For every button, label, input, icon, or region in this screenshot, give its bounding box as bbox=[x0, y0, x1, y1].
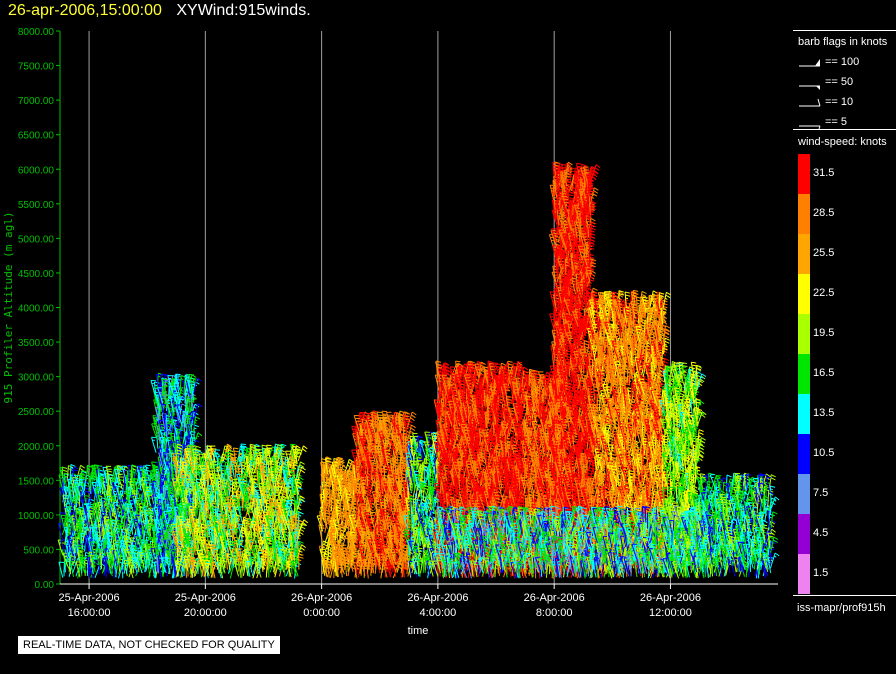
x-tick-label: 25-Apr-2006 bbox=[175, 592, 236, 604]
x-tick-label: 26-Apr-2006 bbox=[640, 592, 701, 604]
y-tick-label: 0.00 bbox=[35, 580, 55, 591]
wind-profile-plot: 0.00 500.00 1000.00 1500.00 2000.00 2500.00 30… bbox=[2, 27, 780, 637]
y-tick-label: 5500.00 bbox=[18, 200, 55, 211]
wind-barb bbox=[96, 465, 103, 482]
chart-header: 26-apr-2006,15:00:00 XYWind:915winds. bbox=[8, 2, 311, 20]
y-tick-label: 7500.00 bbox=[18, 62, 55, 73]
wind-barb bbox=[151, 436, 157, 453]
chart-title: XYWind:915winds. bbox=[176, 2, 311, 19]
wind-barb bbox=[86, 465, 92, 483]
y-tick-label: 500.00 bbox=[23, 545, 54, 556]
y-tick-label: 1500.00 bbox=[18, 476, 55, 487]
x-tick-label: 26-Apr-2006 bbox=[407, 592, 468, 604]
chart-date: 26-apr-2006,15:00:00 bbox=[8, 2, 162, 19]
y-tick-label: 7000.00 bbox=[18, 96, 55, 107]
wind-barb bbox=[79, 479, 86, 496]
x-tick-label: 8:00:00 bbox=[536, 607, 573, 619]
wind-barb bbox=[108, 474, 114, 491]
y-tick-label: 8000.00 bbox=[18, 27, 55, 38]
wind-barb bbox=[103, 516, 110, 533]
y-tick-label: 4000.00 bbox=[18, 304, 55, 315]
wind-barb bbox=[85, 503, 92, 520]
y-tick-label: 2500.00 bbox=[18, 407, 55, 418]
wind-barb bbox=[69, 464, 76, 481]
wind-barb bbox=[60, 539, 66, 556]
wind-barbs bbox=[57, 161, 780, 579]
wind-barb bbox=[59, 467, 66, 484]
y-tick-label: 6000.00 bbox=[18, 165, 55, 176]
wind-barb bbox=[90, 541, 96, 558]
y-axis-label: 915 Profiler Altitude (m agl) bbox=[2, 211, 15, 403]
x-tick-label: 25-Apr-2006 bbox=[58, 592, 119, 604]
x-tick-label: 20:00:00 bbox=[184, 607, 227, 619]
x-tick-label: 0:00:00 bbox=[303, 607, 340, 619]
y-tick-label: 2000.00 bbox=[18, 442, 55, 453]
y-tick-label: 4500.00 bbox=[18, 269, 55, 280]
wind-barb bbox=[63, 487, 70, 504]
y-tick-label: 3500.00 bbox=[18, 338, 55, 349]
y-tick-label: 5000.00 bbox=[18, 234, 55, 245]
wind-barb bbox=[93, 464, 100, 481]
x-tick-label: 16:00:00 bbox=[68, 607, 111, 619]
wind-barb bbox=[80, 470, 87, 487]
x-tick-label: 26-Apr-2006 bbox=[291, 592, 352, 604]
wind-barb bbox=[100, 511, 107, 528]
x-tick-label: 26-Apr-2006 bbox=[524, 592, 585, 604]
wind-barb bbox=[298, 553, 304, 570]
x-tick-label: 12:00:00 bbox=[649, 607, 692, 619]
x-tick-label: 4:00:00 bbox=[420, 607, 457, 619]
wind-barb bbox=[89, 539, 95, 556]
wind-barb bbox=[81, 556, 88, 573]
wind-barb bbox=[81, 499, 88, 516]
y-tick-label: 1000.00 bbox=[18, 511, 55, 522]
x-axis-label: time bbox=[408, 625, 429, 637]
y-tick-label: 6500.00 bbox=[18, 131, 55, 142]
wind-barb bbox=[193, 377, 202, 395]
wind-barb bbox=[58, 561, 64, 578]
y-tick-label: 3000.00 bbox=[18, 373, 55, 384]
